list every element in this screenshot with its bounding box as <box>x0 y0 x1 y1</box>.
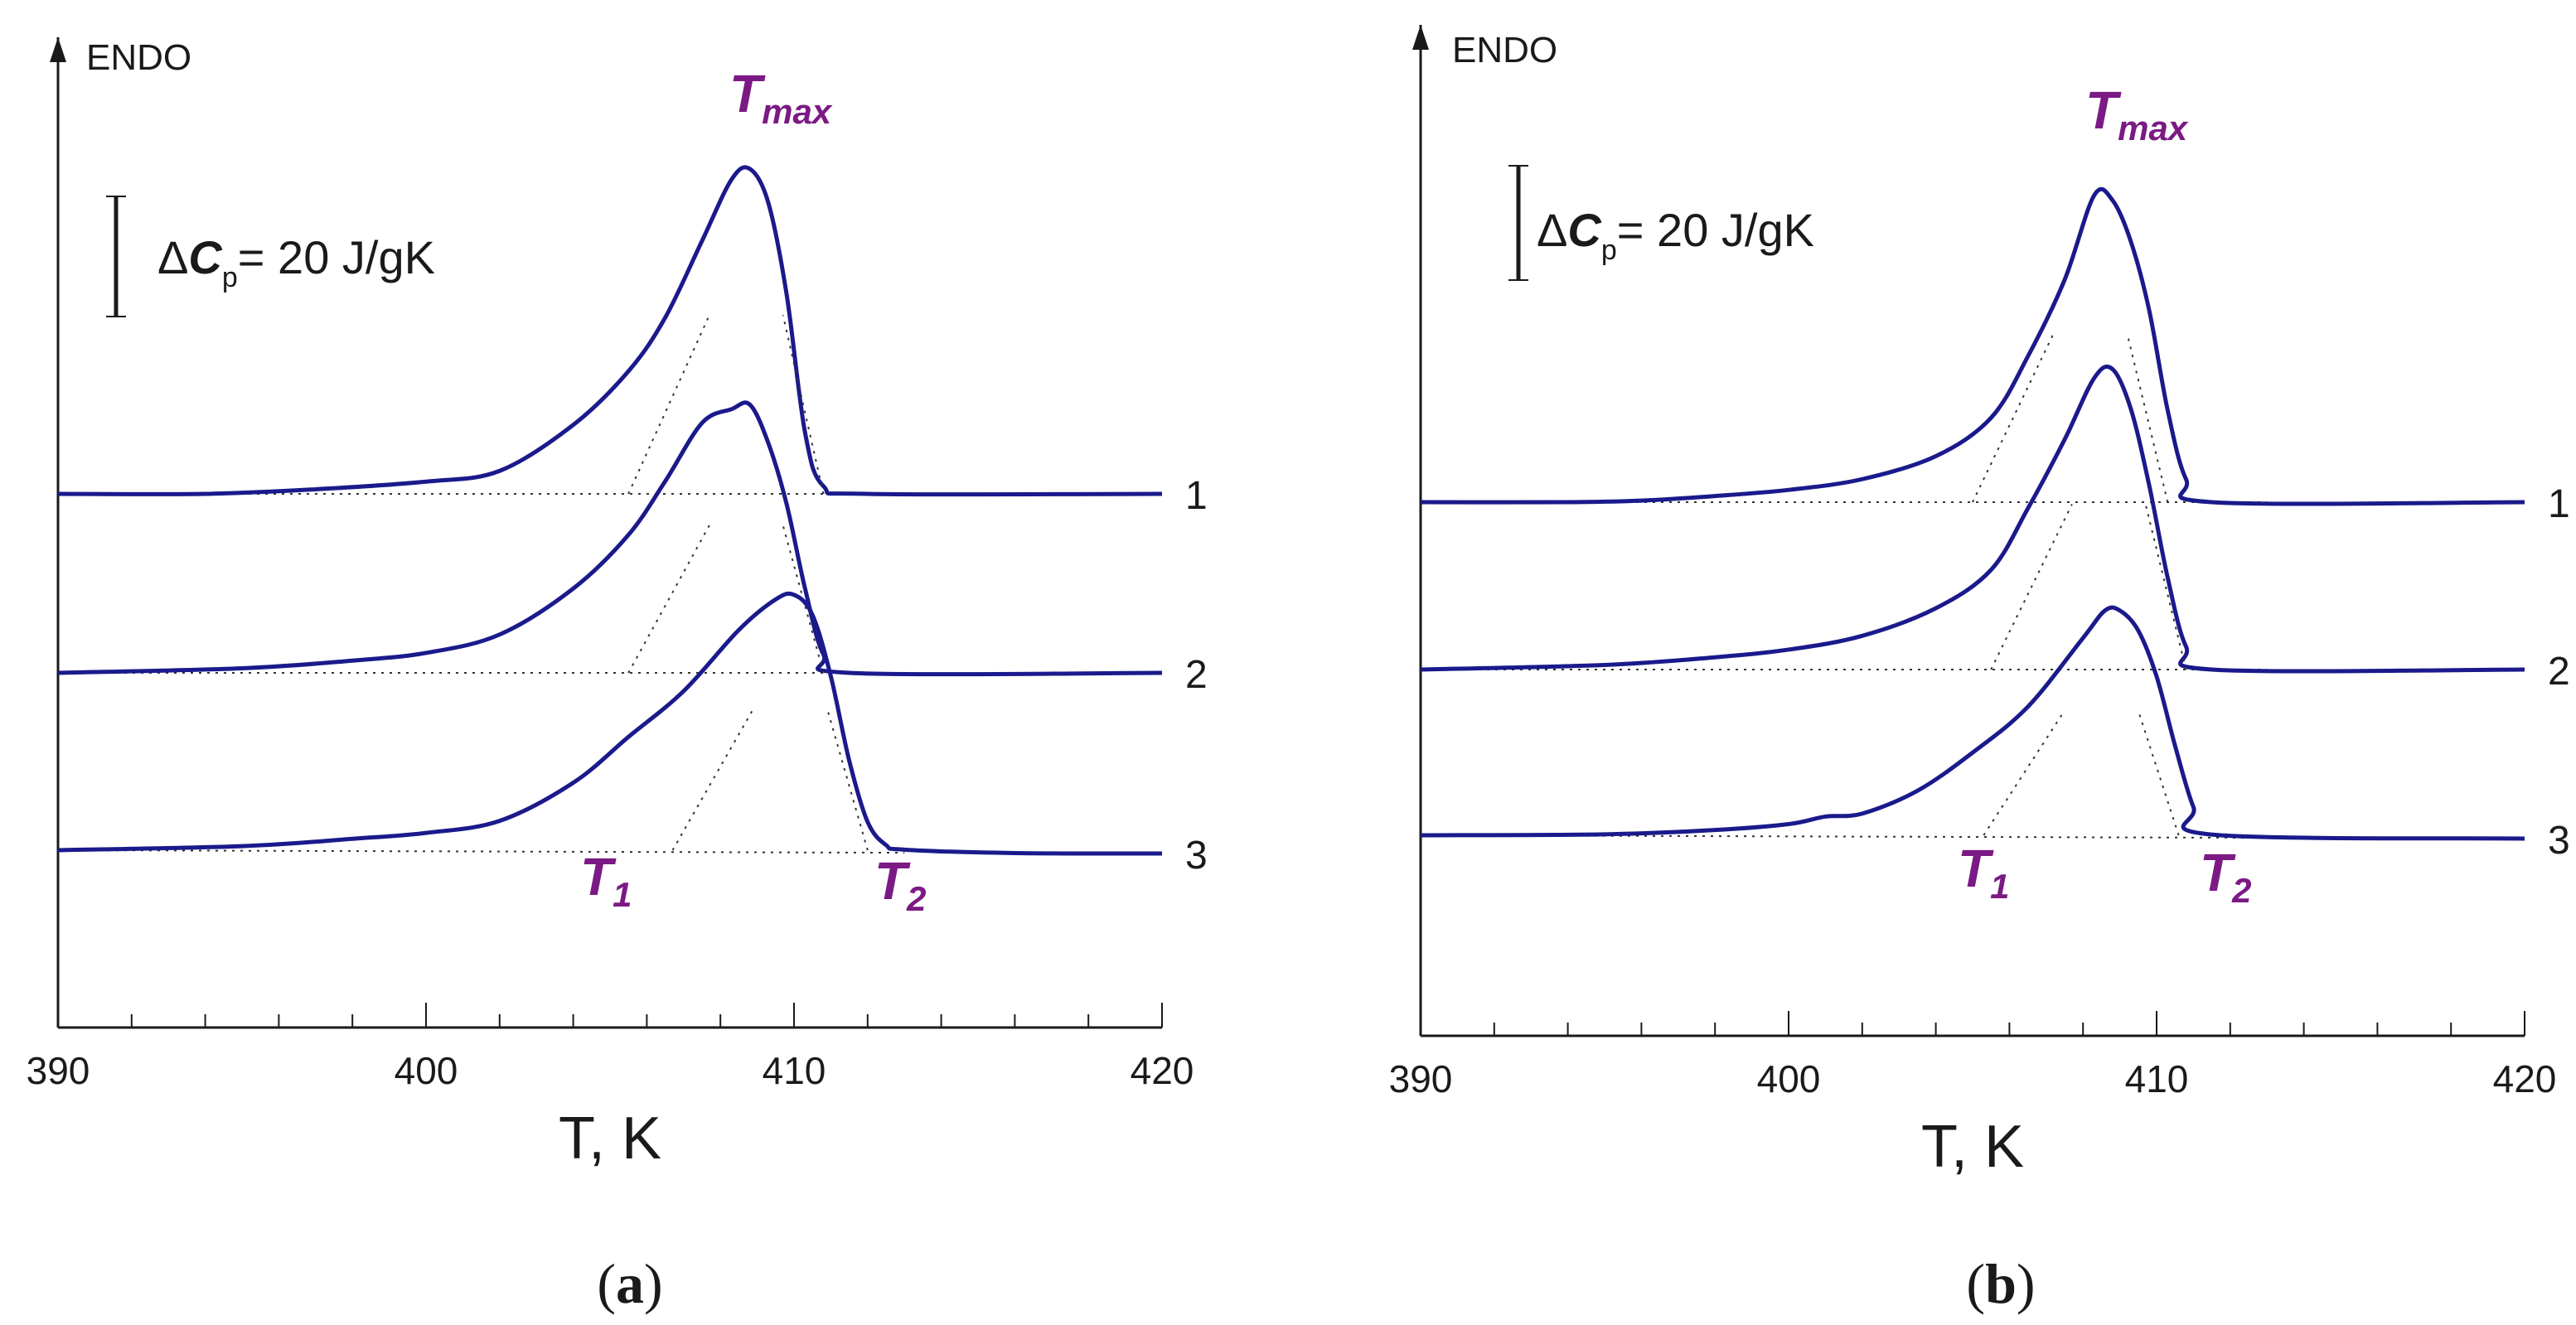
scale-bar-label: ΔCp= 20 J/gK <box>1537 204 1814 266</box>
curve-label-3: 3 <box>2548 819 2570 863</box>
curve-1 <box>57 165 1163 497</box>
x-tick-label: 400 <box>1757 1057 1821 1100</box>
baseline-dotted-3 <box>57 849 905 854</box>
x-tick-label: 410 <box>2125 1057 2189 1100</box>
curve-label-2: 2 <box>1185 653 1208 697</box>
chart-b: 390 400 410 420 T, K ENDO ΔCp= 20 J/gK 1 2 3 Tmax T… <box>1389 25 2570 1315</box>
onset-tangent-2 <box>1990 504 2073 670</box>
y-axis-arrow-icon <box>50 37 66 62</box>
offset-tangent-2 <box>2144 504 2187 670</box>
x-tick-label: 390 <box>27 1049 90 1092</box>
y-axis-label-endo: ENDO <box>86 37 191 78</box>
offset-tangent-1 <box>782 315 825 495</box>
x-axis-label: T, K <box>559 1105 661 1172</box>
y-axis-arrow-icon <box>1412 25 1429 50</box>
curve-3 <box>1420 605 2525 841</box>
t1-label: T1 <box>580 847 632 914</box>
t2-label: T2 <box>874 851 926 918</box>
curve-label-3: 3 <box>1185 834 1208 878</box>
curve-label-2: 2 <box>2548 650 2570 694</box>
curve-2 <box>1420 364 2525 674</box>
onset-tangent-3 <box>671 708 755 851</box>
y-axis-label-endo: ENDO <box>1452 30 1557 70</box>
offset-tangent-3 <box>826 708 869 851</box>
chart-panel-a: 390 400 410 420 T, K ENDO ΔCp= 20 J/gK 1 2 3 Tmax T… <box>27 37 1208 1315</box>
tmax-label: Tmax <box>2085 80 2189 147</box>
t1-label: T1 <box>1958 839 2009 906</box>
curve-1 <box>1420 186 2525 506</box>
x-tick-label: 400 <box>395 1049 458 1092</box>
t2-label: T2 <box>2200 843 2251 910</box>
x-axis-label: T, K <box>1921 1114 2024 1180</box>
onset-tangent-1 <box>1972 333 2055 503</box>
onset-tangent-3 <box>1983 709 2065 836</box>
scale-bar-label: ΔCp= 20 J/gK <box>157 231 435 293</box>
panel-caption: (b) <box>1966 1252 2035 1315</box>
curve-3 <box>57 591 1163 856</box>
chart-a: 390 400 410 420 T, K ENDO ΔCp= 20 J/gK 1 2 3 Tmax T… <box>27 37 1208 1315</box>
panel-caption: (a) <box>597 1252 662 1315</box>
x-tick-label: 420 <box>2493 1057 2557 1100</box>
x-tick-label: 410 <box>763 1049 826 1092</box>
onset-tangent-1 <box>627 314 710 495</box>
onset-tangent-2 <box>627 525 710 674</box>
x-tick-label: 420 <box>1131 1049 1194 1092</box>
offset-tangent-3 <box>2137 710 2180 836</box>
curve-2 <box>57 400 1163 677</box>
x-tick-label: 390 <box>1389 1057 1453 1100</box>
tmax-label: Tmax <box>729 64 833 131</box>
curve-label-1: 1 <box>1185 474 1208 518</box>
chart-panel-b: 390 400 410 420 T, K ENDO ΔCp= 20 J/gK 1 2 3 Tmax T… <box>1288 0 2576 1325</box>
curve-label-1: 1 <box>2548 482 2570 526</box>
